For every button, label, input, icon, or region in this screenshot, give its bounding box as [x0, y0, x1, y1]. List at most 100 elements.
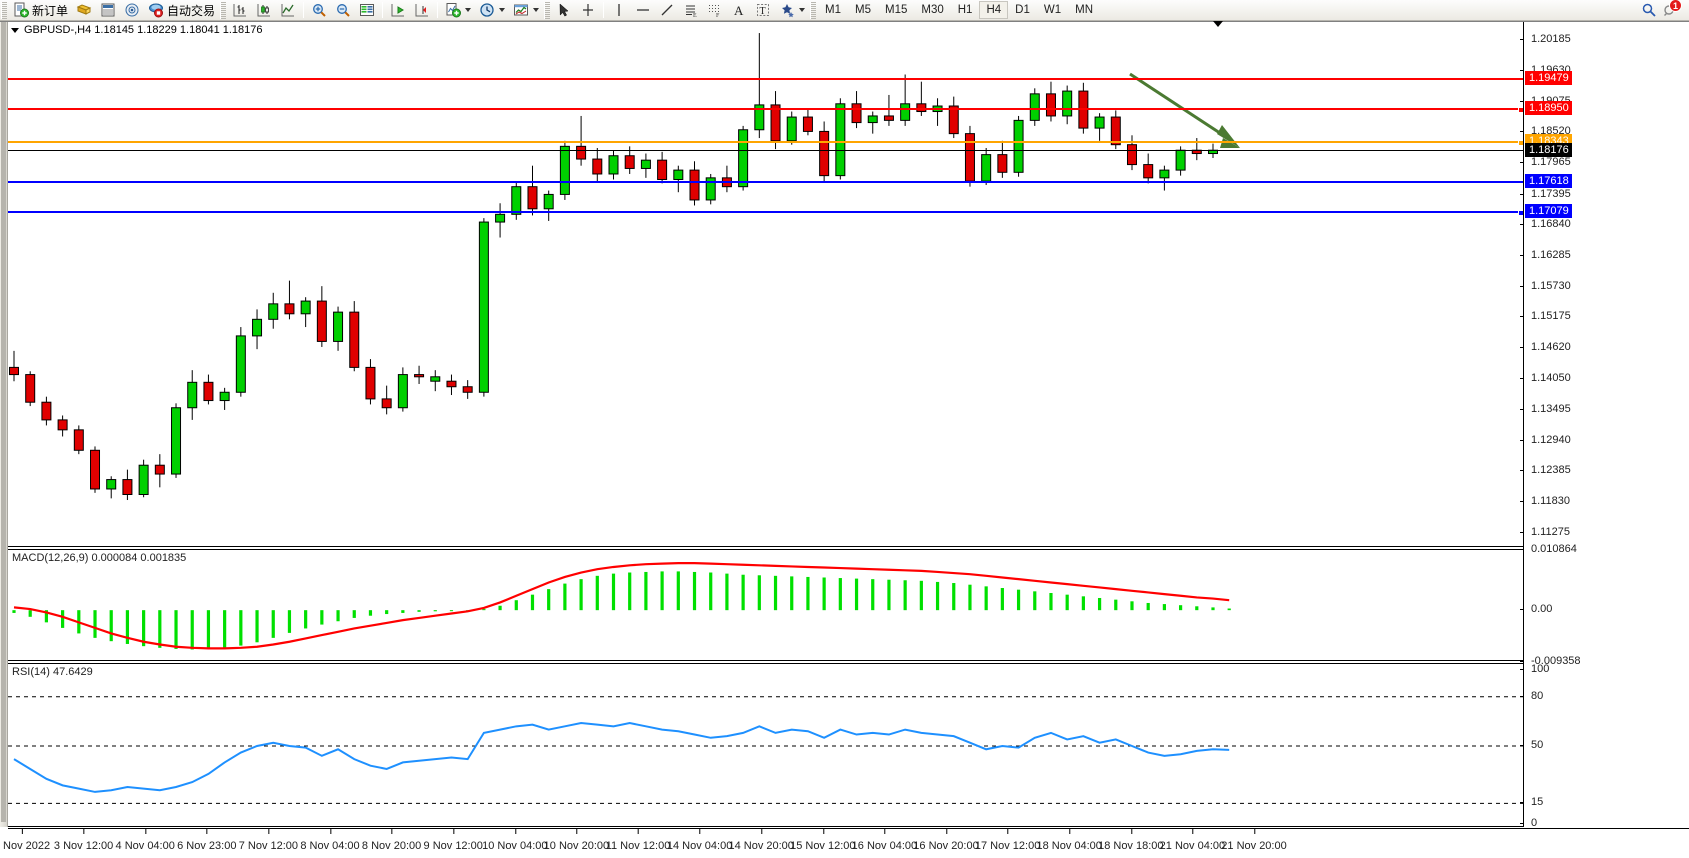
- toolbar-grip-3[interactable]: [544, 1, 551, 19]
- chart-shift-button[interactable]: [410, 1, 434, 20]
- alerts-button[interactable]: 1: [1663, 0, 1682, 19]
- alert-count-badge: 1: [1669, 0, 1682, 12]
- resistance-line-119479[interactable]: [8, 78, 1523, 81]
- entry-line-118343[interactable]: [8, 140, 1524, 147]
- text-label-button[interactable]: T: [751, 1, 775, 20]
- price-pane[interactable]: [8, 22, 1689, 547]
- bar-chart-icon: [233, 4, 247, 17]
- horizontal-line-button[interactable]: [631, 1, 655, 20]
- fibonacci-button[interactable]: E: [679, 1, 703, 20]
- rsi-tick: 80: [1519, 690, 1543, 702]
- support-line-117618[interactable]: [8, 181, 1523, 184]
- channel-button[interactable]: F: [703, 1, 727, 20]
- text-icon: A: [734, 3, 744, 18]
- period-w1[interactable]: W1: [1043, 4, 1062, 16]
- chart-menu-caret-icon[interactable]: [11, 27, 19, 33]
- time-tick: 6 Nov 23:00: [177, 829, 237, 852]
- time-tick: 4 Nov 04:00: [115, 829, 175, 852]
- time-tick: 15 Nov 12:00: [790, 829, 856, 852]
- indicators-button[interactable]: [441, 1, 475, 20]
- time-tick: 18 Nov 18:00: [1098, 829, 1164, 852]
- time-tick: 14 Nov 20:00: [728, 829, 794, 852]
- price-tick: 1.20185: [1520, 33, 1571, 45]
- toolbar-grip[interactable]: [1, 1, 7, 19]
- zoom-out-button[interactable]: [331, 1, 355, 20]
- search-icon[interactable]: [1641, 2, 1657, 18]
- scrollbar-thumb[interactable]: [1, 22, 6, 822]
- rsi-tick: 15: [1519, 796, 1543, 808]
- price-tag-117079[interactable]: 1.17079: [1525, 204, 1572, 219]
- toolbar-grip-2[interactable]: [220, 1, 227, 19]
- zoom-in-button[interactable]: [307, 1, 331, 20]
- profiles-button[interactable]: [72, 1, 96, 20]
- text-button[interactable]: A: [727, 1, 751, 20]
- data-window-button[interactable]: [355, 1, 379, 20]
- auto-scroll-button[interactable]: [386, 1, 410, 20]
- shapes-button[interactable]: [775, 1, 809, 20]
- toolbar-grip-4[interactable]: [810, 1, 817, 19]
- chart-symbol-ohlc: GBPUSD-,H4 1.18145 1.18229 1.18041 1.181…: [24, 24, 263, 36]
- bar-chart-button[interactable]: [228, 1, 252, 20]
- vertical-line-button[interactable]: [607, 1, 631, 20]
- price-tag-118176[interactable]: 1.18176: [1525, 143, 1572, 158]
- time-tick: 7 Nov 12:00: [238, 829, 299, 852]
- auto-scroll-icon: [391, 4, 405, 17]
- time-tick: 21 Nov 20:00: [1221, 829, 1287, 852]
- toolbar-separator-2: [382, 2, 384, 18]
- price-tick: 1.12385: [1520, 464, 1571, 476]
- period-h4[interactable]: H4: [979, 1, 1009, 19]
- period-button[interactable]: [475, 1, 509, 20]
- last-price-line: [8, 150, 1523, 152]
- time-tick: 2 Nov 2022: [0, 829, 50, 852]
- time-tick: 10 Nov 04:00: [482, 829, 548, 852]
- macd-pane[interactable]: MACD(12,26,9) 0.000084 0.001835: [8, 549, 1689, 661]
- support-line-117079[interactable]: [8, 210, 1524, 217]
- period-m5[interactable]: M5: [855, 4, 871, 16]
- main-toolbar: 新订单: [0, 0, 1689, 21]
- data-window-icon: [360, 4, 375, 16]
- price-axis[interactable]: 1.201851.196301.190751.185201.179651.173…: [1519, 22, 1689, 829]
- cursor-button[interactable]: [552, 1, 576, 20]
- toolbar-separator-4: [603, 2, 605, 18]
- cursor-icon: [559, 3, 569, 17]
- zoom-in-icon: [313, 4, 326, 17]
- time-tick: 8 Nov 20:00: [361, 829, 422, 852]
- market-watch-button[interactable]: [96, 1, 120, 20]
- candlestick-chart-button[interactable]: [252, 1, 276, 20]
- navigator-button[interactable]: [120, 1, 144, 20]
- price-tag-119479[interactable]: 1.19479: [1525, 71, 1572, 86]
- chart-canvas-area[interactable]: GBPUSD-,H4 1.18145 1.18229 1.18041 1.181…: [0, 21, 1689, 858]
- templates-button[interactable]: [509, 1, 543, 20]
- market-watch-icon: [101, 3, 115, 17]
- autotrading-button[interactable]: 自动交易: [144, 1, 219, 20]
- price-tag-118950[interactable]: 1.18950: [1525, 100, 1572, 115]
- text-label-icon: T: [757, 4, 770, 17]
- price-tick: 1.16285: [1520, 249, 1571, 261]
- new-order-label: 新订单: [32, 3, 69, 18]
- horizontal-line-icon: [637, 9, 650, 11]
- resistance-line-118950[interactable]: [8, 106, 1524, 113]
- period-m30[interactable]: M30: [921, 4, 944, 16]
- time-tick: 18 Nov 04:00: [1036, 829, 1102, 852]
- vertical-scrollbar[interactable]: [0, 22, 8, 827]
- time-tick: 17 Nov 12:00: [974, 829, 1041, 852]
- new-order-button[interactable]: 新订单: [9, 1, 72, 20]
- rsi-pane[interactable]: RSI(14) 47.6429: [8, 663, 1689, 827]
- chart-header: GBPUSD-,H4 1.18145 1.18229 1.18041 1.181…: [8, 22, 263, 38]
- shapes-icon: [782, 4, 794, 18]
- line-chart-button[interactable]: [276, 1, 300, 20]
- trendline-button[interactable]: [655, 1, 679, 20]
- period-h1[interactable]: H1: [957, 4, 973, 16]
- clock-icon: [480, 3, 494, 17]
- period-d1[interactable]: D1: [1015, 4, 1030, 16]
- time-tick: 16 Nov 04:00: [851, 829, 918, 852]
- period-m15[interactable]: M15: [885, 4, 908, 16]
- indicators-icon: [446, 3, 462, 18]
- svg-text:F: F: [716, 13, 720, 18]
- price-tag-117618[interactable]: 1.17618: [1525, 174, 1572, 189]
- period-mn[interactable]: MN: [1075, 4, 1093, 16]
- macd-tick: 0.00: [1519, 603, 1552, 615]
- crosshair-button[interactable]: [576, 1, 600, 20]
- period-m1[interactable]: M1: [825, 4, 842, 16]
